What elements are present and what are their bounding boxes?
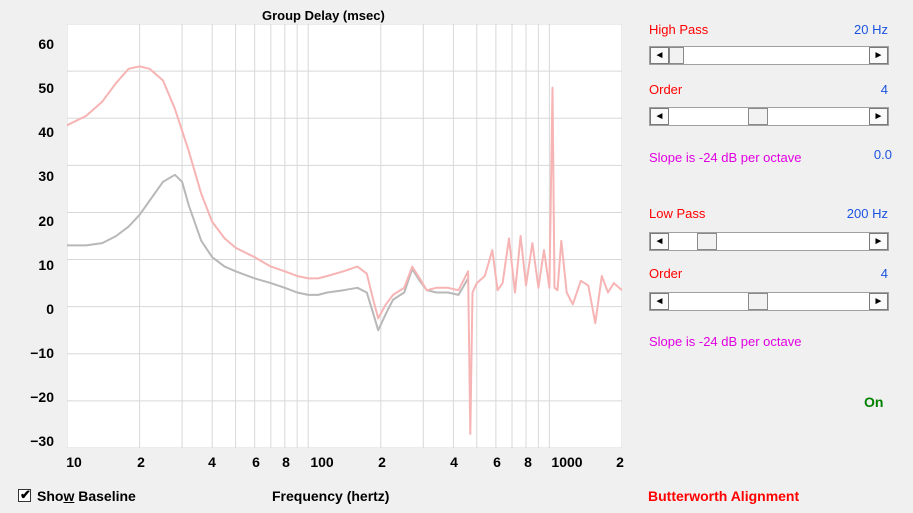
high-pass-label: High Pass — [649, 22, 709, 37]
group-delay-plot — [66, 23, 623, 449]
low-pass-slider[interactable]: ◄ ► — [649, 232, 889, 251]
x-tick-label: 1000 — [551, 454, 583, 470]
scroll-left-icon[interactable]: ◄ — [650, 233, 669, 250]
y-tick-label: −30 — [30, 433, 54, 449]
y-tick-label: 0 — [46, 301, 54, 317]
y-tick-label: 20 — [38, 213, 54, 229]
high-pass-slope-text: Slope is -24 dB per octave — [649, 150, 802, 165]
alignment-label: Butterworth Alignment — [648, 488, 800, 504]
chart-title: Group Delay (msec) — [262, 8, 385, 23]
checkmark-icon: ✔ — [20, 487, 31, 502]
x-axis-title: Frequency (hertz) — [272, 488, 390, 504]
high-pass-order-slider[interactable]: ◄ ► — [649, 107, 889, 126]
scroll-left-icon[interactable]: ◄ — [650, 47, 669, 64]
scroll-right-icon[interactable]: ► — [869, 293, 888, 310]
high-pass-order-label: Order — [649, 82, 683, 97]
label-accelerator: w — [63, 488, 75, 504]
x-tick-label: 8 — [524, 454, 532, 470]
x-tick-label: 2 — [616, 454, 624, 470]
x-tick-label: 6 — [252, 454, 260, 470]
scroll-left-icon[interactable]: ◄ — [650, 293, 669, 310]
low-pass-order-value: 4 — [880, 266, 888, 281]
slider-thumb[interactable] — [697, 233, 717, 250]
y-tick-label: 60 — [38, 36, 54, 52]
y-tick-label: 10 — [38, 257, 54, 273]
slider-thumb[interactable] — [748, 293, 768, 310]
x-tick-label: 4 — [450, 454, 458, 470]
y-tick-label: 30 — [38, 168, 54, 184]
show-baseline-checkbox[interactable]: ✔ — [18, 487, 31, 502]
x-tick-label: 4 — [208, 454, 216, 470]
x-tick-label: 2 — [378, 454, 386, 470]
low-pass-order-label: Order — [649, 266, 683, 281]
x-tick-label: 10 — [66, 454, 82, 470]
label-part: Baseline — [74, 488, 136, 504]
x-tick-label: 100 — [310, 454, 334, 470]
low-pass-slope-text: Slope is -24 dB per octave — [649, 334, 802, 349]
group-delay-line — [66, 65, 623, 435]
high-pass-value: 20 Hz — [854, 22, 888, 37]
plot-area — [66, 23, 623, 449]
scroll-right-icon[interactable]: ► — [869, 233, 888, 250]
low-pass-value: 200 Hz — [846, 206, 888, 221]
show-baseline-label[interactable]: Show Baseline — [37, 488, 136, 504]
slider-thumb[interactable] — [669, 47, 684, 64]
y-tick-label: −20 — [30, 389, 54, 405]
scroll-right-icon[interactable]: ► — [869, 47, 888, 64]
y-tick-label: −10 — [30, 345, 54, 361]
y-tick-label: 40 — [38, 124, 54, 140]
x-tick-label: 2 — [137, 454, 145, 470]
x-tick-label: 8 — [282, 454, 290, 470]
high-pass-order-value: 4 — [880, 82, 888, 97]
slope-value: 0.0 — [873, 147, 892, 162]
status-indicator: On — [864, 394, 884, 410]
label-part: Sho — [37, 488, 64, 504]
x-tick-label: 6 — [493, 454, 501, 470]
scroll-left-icon[interactable]: ◄ — [650, 108, 669, 125]
low-pass-label: Low Pass — [649, 206, 706, 221]
low-pass-order-slider[interactable]: ◄ ► — [649, 292, 889, 311]
slider-thumb[interactable] — [748, 108, 768, 125]
scroll-right-icon[interactable]: ► — [869, 108, 888, 125]
high-pass-slider[interactable]: ◄ ► — [649, 46, 889, 65]
y-tick-label: 50 — [38, 80, 54, 96]
